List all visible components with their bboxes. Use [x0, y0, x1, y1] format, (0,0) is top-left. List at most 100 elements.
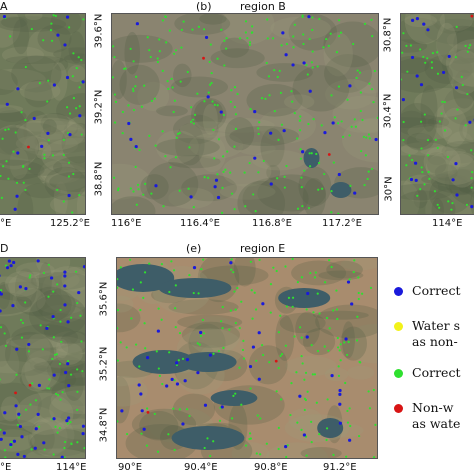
terrain-patch	[341, 321, 355, 359]
marker-correct-water	[60, 455, 64, 458]
marker-correct-water	[441, 70, 446, 75]
marker-correct-nonwater	[337, 346, 340, 349]
terrain-patch	[401, 183, 453, 201]
marker-correct-nonwater	[248, 161, 251, 165]
marker-correct-nonwater	[330, 211, 333, 214]
marker-correct-water	[348, 84, 352, 88]
marker-correct-nonwater	[161, 130, 164, 133]
marker-correct-water	[142, 427, 146, 431]
marker-correct-water	[67, 384, 71, 388]
terrain-patch	[427, 156, 447, 174]
marker-correct-water	[422, 22, 426, 26]
marker-correct-nonwater	[264, 97, 267, 100]
marker-correct-nonwater	[266, 18, 269, 21]
marker-correct-water	[284, 445, 288, 449]
terrain-patch	[198, 135, 226, 173]
marker-correct-nonwater	[178, 189, 181, 192]
terrain-patch	[323, 21, 378, 68]
marker-correct-nonwater	[191, 118, 195, 121]
marker-correct-nonwater	[311, 16, 314, 19]
marker-correct-water	[170, 377, 174, 382]
marker-correct-water	[251, 345, 256, 349]
marker-correct-nonwater	[261, 353, 265, 357]
terrain-patch	[177, 314, 243, 330]
marker-correct-nonwater	[234, 127, 238, 131]
marker-correct-nonwater	[48, 378, 51, 381]
marker-correct-water	[308, 89, 312, 93]
marker-correct-water	[32, 116, 36, 121]
terrain-patch	[233, 258, 256, 287]
marker-correct-nonwater	[249, 108, 252, 111]
terrain-patch	[353, 69, 378, 94]
marker-correct-nonwater	[127, 104, 130, 107]
marker-correct-nonwater	[225, 37, 228, 40]
marker-correct-nonwater	[140, 105, 143, 108]
marker-correct-water	[15, 194, 19, 198]
terrain-patch	[24, 79, 53, 108]
marker-correct-nonwater	[366, 177, 369, 181]
marker-correct-nonwater	[346, 421, 350, 424]
marker-correct-nonwater	[323, 281, 327, 284]
marker-correct-nonwater	[251, 31, 254, 34]
marker-correct-nonwater	[51, 154, 55, 157]
terrain-patch	[15, 120, 84, 132]
terrain-patch	[425, 189, 474, 214]
marker-correct-water	[16, 452, 20, 456]
marker-correct-nonwater	[24, 408, 28, 411]
terrain-patch	[19, 80, 61, 101]
marker-correct-nonwater	[9, 35, 12, 38]
marker-correct-water	[253, 110, 257, 114]
panel-a-xtick-1: °E	[0, 218, 12, 229]
terrain-patch	[441, 140, 474, 164]
marker-correct-nonwater	[150, 99, 154, 103]
marker-correct-water	[413, 161, 418, 165]
marker-correct-nonwater	[356, 315, 359, 318]
terrain-patch	[401, 180, 420, 214]
marker-correct-nonwater	[0, 289, 3, 292]
marker-correct-nonwater	[471, 171, 474, 174]
marker-correct-nonwater	[277, 366, 280, 370]
marker-correct-nonwater	[466, 92, 469, 96]
terrain-patch	[31, 418, 68, 457]
terrain-patch	[124, 31, 140, 75]
marker-correct-nonwater	[178, 131, 181, 135]
marker-correct-nonwater	[234, 392, 237, 395]
terrain-patch	[139, 410, 179, 441]
marker-correct-nonwater	[156, 450, 160, 453]
marker-correct-nonwater	[338, 349, 341, 352]
marker-correct-water	[346, 280, 351, 284]
marker-correct-nonwater	[373, 69, 376, 73]
panel-b-xtick-4: 117.2°E	[322, 218, 362, 229]
marker-correct-nonwater	[169, 166, 172, 169]
terrain-patch	[179, 121, 237, 138]
marker-correct-nonwater	[135, 75, 138, 78]
marker-correct-nonwater	[409, 44, 412, 47]
marker-correct-nonwater	[153, 412, 156, 416]
marker-correct-nonwater	[21, 321, 25, 325]
marker-correct-nonwater	[131, 288, 135, 291]
marker-correct-nonwater	[269, 311, 272, 314]
terrain-patch	[112, 163, 151, 200]
marker-correct-water	[20, 435, 24, 439]
marker-correct-nonwater	[199, 334, 202, 338]
terrain-patch	[0, 127, 40, 166]
marker-correct-nonwater	[267, 75, 271, 78]
marker-correct-nonwater	[305, 308, 308, 311]
legend-marker-red	[394, 404, 403, 413]
marker-correct-nonwater	[210, 71, 213, 75]
marker-correct-nonwater	[325, 316, 329, 320]
marker-correct-nonwater	[39, 324, 42, 327]
marker-correct-nonwater	[262, 159, 265, 163]
marker-correct-nonwater	[469, 44, 472, 47]
marker-correct-water	[56, 33, 60, 37]
marker-correct-water	[37, 383, 41, 387]
marker-correct-nonwater	[337, 85, 341, 88]
marker-correct-water	[338, 402, 342, 406]
marker-correct-nonwater	[24, 118, 27, 122]
terrain-patch	[259, 107, 316, 144]
marker-correct-nonwater	[301, 14, 304, 17]
terrain-patch	[40, 112, 70, 133]
terrain-patch	[404, 14, 438, 28]
marker-correct-water	[120, 409, 124, 413]
marker-nonwater-as-water	[146, 410, 150, 414]
